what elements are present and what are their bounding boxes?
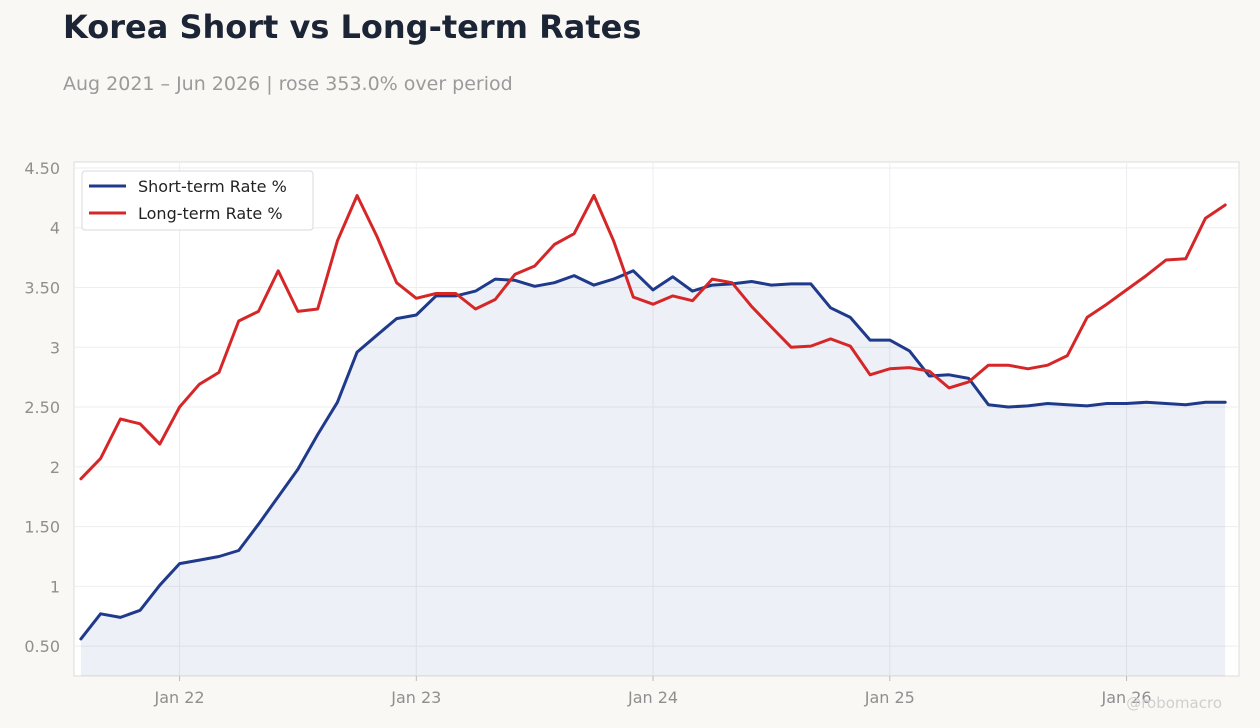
y-tick-label: 0.50: [24, 637, 60, 656]
x-tick-label: Jan 25: [864, 688, 915, 707]
y-tick-label: 1.50: [24, 518, 60, 537]
chart-title: Korea Short vs Long-term Rates: [63, 8, 642, 46]
chart-subtitle: Aug 2021 – Jun 2026 | rose 353.0% over p…: [63, 73, 513, 95]
y-tick-label: 1: [50, 577, 60, 596]
series-line-0: [79, 269, 1227, 641]
y-tick-label: 3.50: [24, 279, 60, 298]
legend-label-short: Short-term Rate %: [138, 177, 287, 196]
y-tick-label: 2: [50, 458, 60, 477]
grid: [74, 162, 1239, 681]
y-tick-label: 2.50: [24, 398, 60, 417]
watermark: @robomacro: [1126, 694, 1222, 712]
y-tick-label: 3: [50, 338, 60, 357]
legend-box: [81, 170, 314, 231]
y-axis-ticks: 0.50 1 1.50 2 2.50 3 3.50 4 4.50: [24, 159, 60, 656]
plot-area: [73, 161, 1240, 677]
x-tick-label: Jan 22: [153, 688, 204, 707]
x-tick-label: Jan 24: [627, 688, 678, 707]
legend: Short-term Rate % Long-term Rate %: [81, 170, 314, 231]
area-fill-layer: [80, 270, 1226, 676]
y-tick-label: 4: [50, 219, 60, 238]
y-tick-label: 4.50: [24, 159, 60, 178]
x-axis-ticks: Jan 22 Jan 23 Jan 24 Jan 25 Jan 26: [153, 688, 1151, 707]
series-line-1: [79, 194, 1227, 481]
x-tick-label: Jan 23: [390, 688, 441, 707]
x-tick-label: Jan 26: [1100, 688, 1151, 707]
series-area-0: [80, 270, 1226, 676]
legend-label-long: Long-term Rate %: [138, 204, 283, 223]
series-lines: [79, 194, 1227, 641]
